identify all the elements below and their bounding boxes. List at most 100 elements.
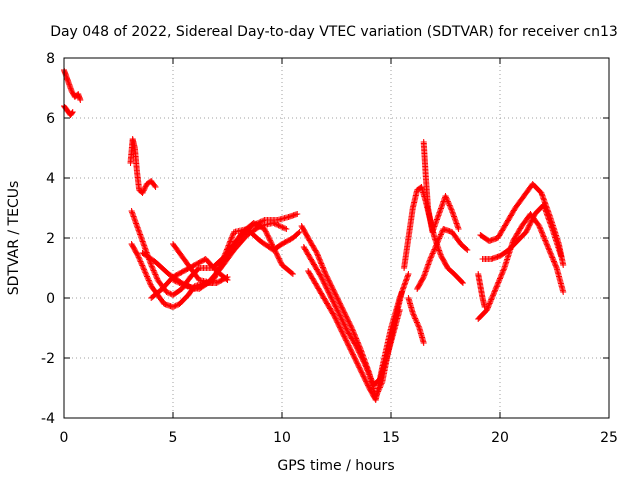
y-axis-label: SDTVAR / TECUs — [6, 181, 22, 296]
data-point — [463, 246, 470, 252]
data-point — [364, 366, 371, 373]
data-point — [409, 310, 416, 316]
data-point — [550, 257, 557, 264]
data-point — [439, 201, 446, 208]
data-point — [335, 322, 342, 328]
data-point — [136, 255, 143, 262]
data-point — [171, 303, 178, 310]
series-arc-t — [479, 202, 565, 262]
data-point — [547, 249, 554, 256]
data-point — [140, 239, 147, 246]
data-point — [358, 354, 365, 361]
data-point — [151, 182, 158, 189]
data-point — [294, 211, 301, 217]
data-point — [346, 343, 353, 350]
data-point — [528, 218, 535, 225]
data-point — [138, 235, 145, 242]
data-point — [444, 197, 451, 204]
data-point — [181, 282, 188, 289]
data-point — [436, 208, 443, 215]
data-point — [426, 257, 433, 264]
data-point — [361, 359, 368, 366]
data-point — [367, 374, 374, 381]
series-arc-r — [475, 211, 567, 322]
data-point — [438, 202, 445, 209]
data-point — [357, 367, 364, 373]
data-point — [268, 240, 275, 247]
data-point — [279, 224, 286, 231]
data-point — [228, 235, 235, 242]
data-point — [172, 302, 179, 309]
data-point — [489, 293, 496, 300]
x-tick-label: 0 — [60, 430, 69, 446]
data-point — [487, 297, 494, 304]
data-point — [340, 331, 347, 337]
data-point — [275, 255, 282, 262]
data-point — [275, 254, 282, 261]
data-point — [543, 241, 550, 248]
data-point — [179, 281, 186, 288]
data-point — [145, 277, 152, 284]
data-point — [131, 216, 138, 223]
data-point — [142, 245, 149, 252]
data-point — [348, 325, 355, 331]
x-tick-label: 25 — [600, 430, 618, 446]
data-point — [227, 237, 234, 244]
data-point — [415, 322, 422, 329]
data-point — [328, 282, 335, 289]
data-point — [436, 234, 443, 241]
data-point — [346, 319, 353, 326]
data-point — [151, 268, 158, 275]
data-point — [335, 320, 342, 327]
data-point — [131, 214, 138, 221]
data-point — [346, 321, 353, 328]
data-point — [318, 275, 325, 282]
data-point — [337, 301, 344, 308]
data-point — [459, 280, 466, 286]
data-point — [321, 281, 328, 288]
data-point — [433, 216, 440, 223]
data-point — [338, 316, 345, 323]
data-point — [140, 188, 147, 195]
data-point — [320, 279, 327, 286]
data-point — [314, 252, 321, 259]
data-point — [272, 249, 279, 256]
data-point — [356, 349, 363, 356]
data-point — [154, 275, 161, 282]
data-point — [271, 220, 278, 227]
data-point — [446, 202, 453, 209]
data-point — [133, 221, 140, 228]
data-point — [435, 212, 442, 219]
data-point — [435, 236, 442, 243]
data-point — [265, 235, 272, 241]
data-point — [488, 295, 495, 302]
data-point — [450, 212, 457, 219]
data-point — [486, 300, 493, 307]
data-point — [537, 226, 544, 233]
data-point — [129, 209, 136, 216]
data-point — [414, 320, 421, 327]
data-point — [332, 291, 339, 298]
data-point — [365, 370, 372, 377]
series-arc-o — [420, 139, 462, 235]
data-point — [364, 381, 371, 388]
data-point — [326, 278, 333, 285]
data-point — [432, 219, 439, 226]
data-point — [350, 330, 357, 337]
data-point — [429, 251, 436, 258]
data-point — [141, 184, 148, 191]
data-point — [329, 297, 336, 304]
data-point — [129, 210, 136, 217]
data-point — [147, 280, 154, 287]
data-point — [436, 209, 443, 216]
data-point — [447, 203, 454, 210]
data-point — [437, 250, 444, 257]
data-point — [335, 298, 342, 304]
data-point — [141, 244, 148, 250]
data-point — [226, 239, 233, 246]
data-point — [335, 296, 342, 303]
data-point — [152, 184, 159, 190]
data-point — [540, 233, 547, 240]
data-point — [450, 210, 457, 217]
x-tick-label: 10 — [273, 430, 291, 446]
